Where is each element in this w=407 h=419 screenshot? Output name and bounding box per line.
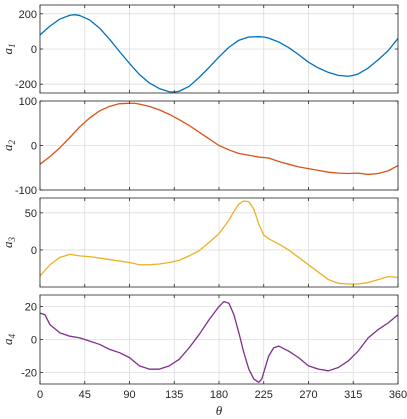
- subplot-3: 0 50 a3: [0, 197, 399, 288]
- x-tick-label: 90: [123, 389, 135, 401]
- subplot-2: -100 0 100 a2: [0, 96, 399, 197]
- series-line-1: [39, 300, 399, 383]
- y-tick-label: 0: [31, 245, 37, 257]
- subplot-1: -200 0 200 a1: [0, 4, 399, 94]
- x-tick-label: 225: [255, 389, 273, 401]
- series-line-1: [39, 14, 399, 93]
- x-tick-label: 0: [37, 389, 43, 401]
- x-axis-label: θ: [216, 403, 223, 418]
- y-axis-label-subscript: 1: [7, 44, 17, 49]
- series-line-1: [39, 102, 399, 176]
- y-tick-label: -100: [15, 185, 37, 197]
- series-line-1: [39, 200, 399, 285]
- y-tick-label: 200: [19, 9, 37, 21]
- y-tick-label: 0: [31, 141, 37, 153]
- y-axis-label: a1: [0, 44, 17, 55]
- y-tick-label: 0: [31, 335, 37, 347]
- x-tick-label: 135: [165, 389, 183, 401]
- y-tick-label: 20: [25, 302, 37, 314]
- x-tick-label: 315: [344, 389, 362, 401]
- y-axis-label-subscript: 2: [7, 140, 17, 145]
- y-axis-label: a2: [0, 140, 17, 152]
- y-axis-label: a4: [0, 334, 17, 346]
- x-tick-label: 180: [210, 389, 228, 401]
- y-tick-label: 50: [25, 208, 37, 220]
- x-tick-label: 270: [299, 389, 317, 401]
- y-axis-label-symbol: a: [0, 241, 15, 248]
- x-tick-label: 45: [79, 389, 91, 401]
- y-tick-label: 0: [31, 44, 37, 56]
- y-axis-label-symbol: a: [0, 144, 15, 151]
- y-axis-label: a3: [0, 237, 17, 249]
- y-tick-label: 100: [19, 96, 37, 108]
- y-tick-label: -20: [21, 367, 37, 379]
- y-axis-label-symbol: a: [0, 338, 15, 345]
- y-axis-label-symbol: a: [0, 48, 15, 55]
- y-axis-label-subscript: 3: [7, 237, 17, 243]
- x-tick-label: 360: [389, 389, 407, 401]
- y-axis-label-subscript: 4: [7, 334, 17, 339]
- y-tick-label: -200: [15, 79, 37, 91]
